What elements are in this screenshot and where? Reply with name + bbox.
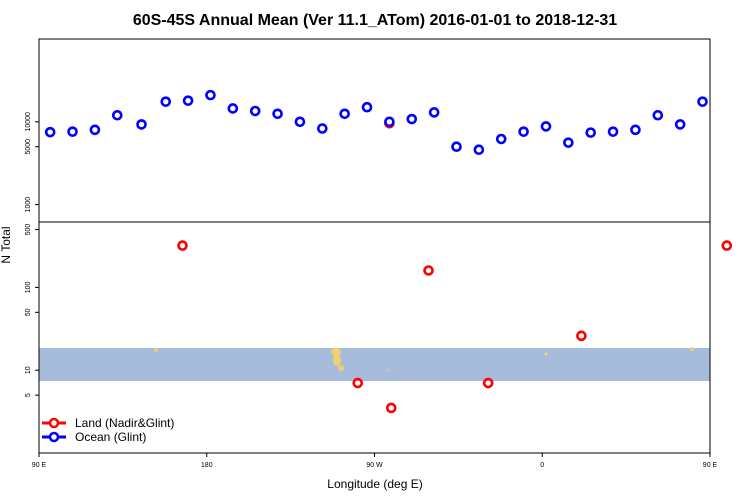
- y-tick-label: 10000: [25, 112, 32, 132]
- ocean-point: [89, 124, 101, 136]
- y-axis-label: N Total: [0, 226, 13, 263]
- legend: Land (Nadir&Glint) Ocean (Glint): [42, 416, 174, 444]
- ocean-point: [540, 121, 552, 132]
- land-point: [576, 330, 587, 342]
- x-axis-label: Longitude (deg E): [327, 477, 422, 491]
- land-point: [352, 377, 364, 389]
- legend-label-ocean: Ocean (Glint): [75, 430, 146, 444]
- y-tick-label: 50: [25, 308, 32, 316]
- y-tick-label: 10: [25, 366, 32, 374]
- y-tick-label: 5000: [25, 139, 32, 155]
- ocean-point: [205, 89, 216, 101]
- landmass-outlines: [154, 347, 694, 371]
- ocean-point: [249, 105, 261, 117]
- ocean-point: [182, 95, 194, 106]
- x-tick-label: 180: [201, 462, 213, 469]
- legend-label-land: Land (Nadir&Glint): [75, 416, 174, 430]
- ocean-point: [44, 126, 56, 138]
- y-tick-label: 100: [25, 281, 32, 293]
- land-point: [423, 265, 434, 276]
- ocean-point: [607, 126, 619, 137]
- legend-marker-ocean: [48, 431, 60, 443]
- plot-frame: [38, 38, 711, 454]
- ocean-point: [406, 113, 418, 125]
- land-point: [721, 240, 733, 251]
- ocean-point: [272, 108, 283, 120]
- ocean-point: [563, 137, 574, 148]
- land-point: [482, 377, 494, 389]
- ocean-point: [227, 103, 239, 114]
- landmass-shape: [338, 365, 344, 371]
- legend-marker-land: [48, 417, 60, 429]
- ocean-point: [339, 108, 350, 120]
- x-tick-label: 90 E: [703, 462, 718, 469]
- ocean-point: [67, 126, 78, 137]
- ocean-point: [652, 109, 664, 121]
- x-tick-label: 90 E: [32, 462, 47, 469]
- y-axis-ticks: 5 10 50 100 500 1000 5000 10000: [25, 112, 39, 397]
- ocean-point: [428, 107, 440, 118]
- landmass-shape: [690, 347, 694, 351]
- ocean-point: [317, 123, 328, 134]
- ocean-point: [136, 119, 147, 130]
- ocean-point: [451, 141, 462, 153]
- ocean-point: [630, 124, 641, 136]
- ocean-point: [674, 119, 686, 130]
- landmass-shape: [387, 369, 389, 371]
- landmass-shape: [331, 348, 341, 356]
- ocean-point: [473, 144, 485, 156]
- landmass-shape: [333, 354, 341, 366]
- ocean-point: [384, 116, 395, 128]
- x-tick-label: 90 W: [366, 462, 383, 469]
- ocean-point: [495, 133, 507, 145]
- ocean-point: [585, 127, 597, 138]
- ocean-point: [111, 109, 123, 121]
- data-points: [44, 89, 733, 414]
- x-tick-label: 0: [540, 462, 544, 469]
- y-tick-label: 5: [25, 393, 32, 397]
- latitude-band: [39, 348, 710, 381]
- chart-title: 60S-45S Annual Mean (Ver 11.1_ATom) 2016…: [133, 12, 617, 29]
- landmass-shape: [544, 352, 548, 356]
- ocean-point: [361, 101, 373, 113]
- ocean-point: [160, 96, 172, 107]
- ocean-point: [697, 96, 708, 107]
- y-tick-label: 1000: [25, 197, 32, 213]
- x-axis-ticks: 90 E 180 90 W 0 90 E: [32, 453, 718, 469]
- ocean-point: [294, 116, 306, 128]
- y-tick-label: 500: [25, 224, 32, 236]
- ocean-point: [518, 126, 529, 137]
- landmass-shape: [154, 348, 158, 352]
- land-point: [385, 402, 397, 414]
- land-point: [177, 240, 188, 251]
